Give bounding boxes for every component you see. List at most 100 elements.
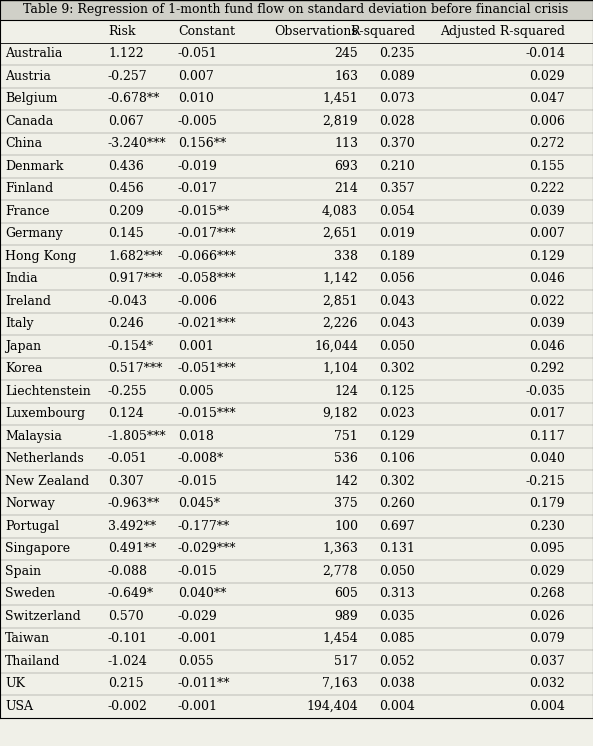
Text: 0.129: 0.129 — [530, 250, 565, 263]
Text: Hong Kong: Hong Kong — [5, 250, 76, 263]
Text: 0.046: 0.046 — [529, 272, 565, 285]
Text: 605: 605 — [334, 587, 358, 601]
Text: 113: 113 — [334, 137, 358, 150]
Text: 0.035: 0.035 — [380, 609, 415, 623]
Text: 0.302: 0.302 — [380, 363, 415, 375]
Text: 0.043: 0.043 — [379, 317, 415, 330]
Text: 0.357: 0.357 — [380, 182, 415, 195]
Text: -1.024: -1.024 — [108, 655, 148, 668]
Text: 0.145: 0.145 — [108, 228, 144, 240]
Text: 0.043: 0.043 — [379, 295, 415, 308]
Text: Constant: Constant — [178, 25, 235, 38]
Text: 1,451: 1,451 — [322, 93, 358, 105]
Text: 0.917***: 0.917*** — [108, 272, 162, 285]
Text: -0.035: -0.035 — [525, 385, 565, 398]
Text: Austria: Austria — [5, 69, 51, 83]
Text: 0.005: 0.005 — [178, 385, 213, 398]
Text: -0.066***: -0.066*** — [178, 250, 237, 263]
Text: -0.215: -0.215 — [525, 474, 565, 488]
Text: -0.029***: -0.029*** — [178, 542, 237, 555]
Text: 0.040**: 0.040** — [178, 587, 227, 601]
Text: 0.004: 0.004 — [529, 700, 565, 712]
Text: -0.051***: -0.051*** — [178, 363, 237, 375]
Text: Australia: Australia — [5, 47, 62, 60]
Text: 536: 536 — [334, 452, 358, 466]
Text: USA: USA — [5, 700, 33, 712]
Text: 989: 989 — [334, 609, 358, 623]
Text: Risk: Risk — [108, 25, 135, 38]
Text: -1.805***: -1.805*** — [108, 430, 167, 442]
Text: 1,363: 1,363 — [322, 542, 358, 555]
Text: 0.039: 0.039 — [529, 317, 565, 330]
Text: -0.963**: -0.963** — [108, 498, 160, 510]
Text: 16,044: 16,044 — [314, 339, 358, 353]
Text: 2,226: 2,226 — [323, 317, 358, 330]
Text: 0.570: 0.570 — [108, 609, 144, 623]
Text: 0.230: 0.230 — [529, 520, 565, 533]
Text: -0.015: -0.015 — [178, 565, 218, 577]
Text: Italy: Italy — [5, 317, 34, 330]
Text: Korea: Korea — [5, 363, 43, 375]
Text: New Zealand: New Zealand — [5, 474, 90, 488]
Text: 124: 124 — [334, 385, 358, 398]
Text: 1,142: 1,142 — [322, 272, 358, 285]
Text: 0.007: 0.007 — [529, 228, 565, 240]
Text: Sweden: Sweden — [5, 587, 55, 601]
Text: 0.026: 0.026 — [529, 609, 565, 623]
Text: 0.085: 0.085 — [380, 633, 415, 645]
Text: 0.124: 0.124 — [108, 407, 144, 420]
Text: 0.370: 0.370 — [380, 137, 415, 150]
Text: 7,163: 7,163 — [322, 677, 358, 690]
Text: Taiwan: Taiwan — [5, 633, 50, 645]
Text: 0.046: 0.046 — [529, 339, 565, 353]
Text: 0.260: 0.260 — [380, 498, 415, 510]
Text: Malaysia: Malaysia — [5, 430, 62, 442]
Text: 0.055: 0.055 — [178, 655, 213, 668]
Text: 0.268: 0.268 — [529, 587, 565, 601]
Text: -0.008*: -0.008* — [178, 452, 224, 466]
Text: 0.235: 0.235 — [380, 47, 415, 60]
Text: 338: 338 — [334, 250, 358, 263]
Text: 0.022: 0.022 — [530, 295, 565, 308]
Text: 142: 142 — [334, 474, 358, 488]
Text: Switzerland: Switzerland — [5, 609, 81, 623]
Text: -0.021***: -0.021*** — [178, 317, 237, 330]
Text: 0.456: 0.456 — [108, 182, 144, 195]
Text: -0.017***: -0.017*** — [178, 228, 237, 240]
Text: 0.697: 0.697 — [380, 520, 415, 533]
Text: -0.058***: -0.058*** — [178, 272, 237, 285]
Text: 0.040: 0.040 — [529, 452, 565, 466]
Text: 0.079: 0.079 — [530, 633, 565, 645]
Text: 0.209: 0.209 — [108, 204, 144, 218]
Text: -0.001: -0.001 — [178, 700, 218, 712]
Text: 0.436: 0.436 — [108, 160, 144, 173]
Text: 0.313: 0.313 — [379, 587, 415, 601]
Text: -0.006: -0.006 — [178, 295, 218, 308]
Text: 0.491**: 0.491** — [108, 542, 156, 555]
Text: 0.095: 0.095 — [530, 542, 565, 555]
Text: 0.089: 0.089 — [380, 69, 415, 83]
Text: 0.307: 0.307 — [108, 474, 144, 488]
Text: 2,851: 2,851 — [323, 295, 358, 308]
Text: Spain: Spain — [5, 565, 41, 577]
Text: R-squared: R-squared — [350, 25, 415, 38]
Text: 0.189: 0.189 — [380, 250, 415, 263]
Bar — [0, 0, 593, 20]
Text: 0.156**: 0.156** — [178, 137, 227, 150]
Text: 0.029: 0.029 — [530, 69, 565, 83]
Text: 375: 375 — [334, 498, 358, 510]
Text: 0.067: 0.067 — [108, 115, 144, 128]
Text: Portugal: Portugal — [5, 520, 59, 533]
Text: -0.257: -0.257 — [108, 69, 148, 83]
Text: 1.122: 1.122 — [108, 47, 144, 60]
Text: Observations: Observations — [274, 25, 358, 38]
Text: 0.215: 0.215 — [108, 677, 144, 690]
Text: Thailand: Thailand — [5, 655, 60, 668]
Text: 0.155: 0.155 — [530, 160, 565, 173]
Text: 1,454: 1,454 — [322, 633, 358, 645]
Text: 0.054: 0.054 — [380, 204, 415, 218]
Text: -0.014: -0.014 — [525, 47, 565, 60]
Text: -0.051: -0.051 — [178, 47, 218, 60]
Text: -0.017: -0.017 — [178, 182, 218, 195]
Text: UK: UK — [5, 677, 25, 690]
